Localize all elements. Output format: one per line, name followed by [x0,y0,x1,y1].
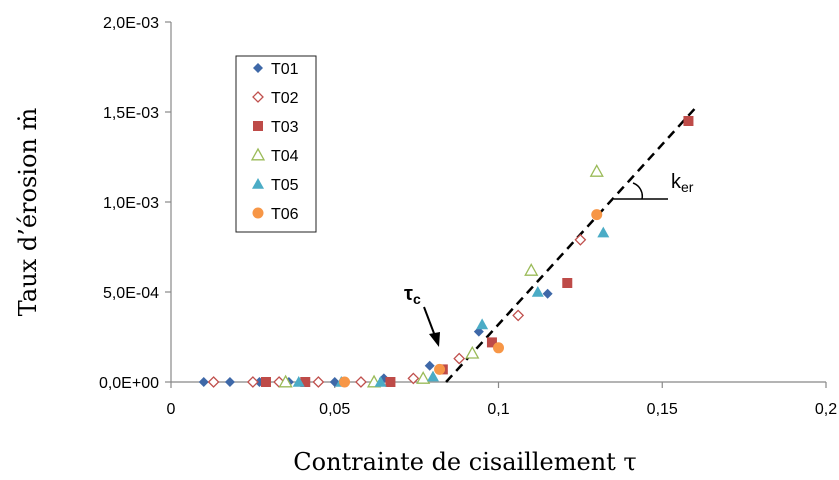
legend-marker-t06 [252,207,264,219]
data-point-t04 [524,263,539,276]
x-axis-title: Contrainte de cisaillement τ [293,448,636,476]
legend-marker-t04 [250,147,266,161]
legend-marker-t05 [252,178,264,189]
y-tick-label: 1,0E-03 [103,195,159,212]
series-t01 [198,288,553,387]
x-tick-label: 0 [167,401,176,418]
fit-line [445,103,700,383]
x-tick-label: 0,2 [815,401,837,418]
data-point-t01 [198,377,209,387]
y-ticks: 0,0E+00 5,0E-04 1,0E-03 1,5E-03 2,0E-03 [99,15,171,392]
k-er-annotation: ker [614,171,694,200]
data-point-t04 [416,371,431,384]
data-point-t03 [486,337,497,348]
slope-angle-arc [632,182,644,200]
x-tick-label: 0,1 [487,401,509,418]
data-point-t06 [339,376,351,388]
data-point-t02 [453,352,466,365]
legend-label-t05: T05 [271,177,299,194]
tau-c-arrowhead [429,332,440,347]
legend-label-t03: T03 [271,119,299,136]
legend-label-t06: T06 [271,206,299,223]
data-point-t06 [493,342,504,354]
data-points [198,116,694,388]
data-point-t06 [434,363,446,375]
data-point-t04 [465,345,480,359]
tau-c-label: τc [404,283,421,307]
data-point-t04 [278,374,293,388]
x-tick-label: 0,05 [319,401,350,418]
data-point-t01 [542,288,553,299]
y-tick-label: 1,5E-03 [103,105,159,122]
data-point-t04 [589,164,604,177]
data-point-t03 [260,377,271,387]
data-point-t05 [427,370,439,382]
data-point-t02 [207,376,220,388]
legend-label-t04: T04 [271,148,299,165]
y-axis-title: Taux d’érosion ṁ [14,108,42,317]
legend-label-t02: T02 [271,90,299,107]
legend-marker-t01 [253,63,263,73]
data-point-t03 [683,116,694,126]
y-tick-label: 2,0E-03 [103,15,159,32]
data-point-t02 [574,233,587,246]
data-point-t05 [531,286,544,297]
data-point-t02 [312,376,325,388]
data-point-t05 [476,318,489,330]
x-tick-label: 0,15 [647,401,678,418]
data-point-t05 [374,376,387,387]
series-t05 [292,226,610,387]
legend-label-t01: T01 [271,61,299,78]
legend-marker-t03 [253,121,263,131]
data-point-t03 [385,377,396,387]
tau-c-annotation: τc [404,283,440,347]
series-t02 [207,233,587,388]
tau-c-arrow [423,306,436,337]
data-point-t03 [300,377,311,387]
data-point-t01 [224,377,235,387]
series-t04 [278,164,604,388]
data-point-t02 [512,309,525,322]
y-tick-label: 5,0E-04 [103,285,159,302]
k-er-label: ker [671,171,694,195]
data-point-t02 [246,376,259,388]
x-ticks: 0 0,05 0,1 0,15 0,2 [167,382,837,418]
data-point-t05 [292,376,305,387]
data-point-t06 [591,209,603,221]
y-tick-label: 0,0E+00 [99,375,159,392]
data-point-t03 [562,278,573,288]
data-point-t02 [407,372,420,385]
legend-marker-t02 [252,91,264,103]
legend-box [235,55,317,233]
data-point-t05 [597,226,610,238]
legend: T01 T02 T03 T04 T05 T06 [235,55,317,233]
data-point-t01 [424,360,435,371]
series-t06 [339,209,603,388]
data-point-t02 [355,376,367,388]
